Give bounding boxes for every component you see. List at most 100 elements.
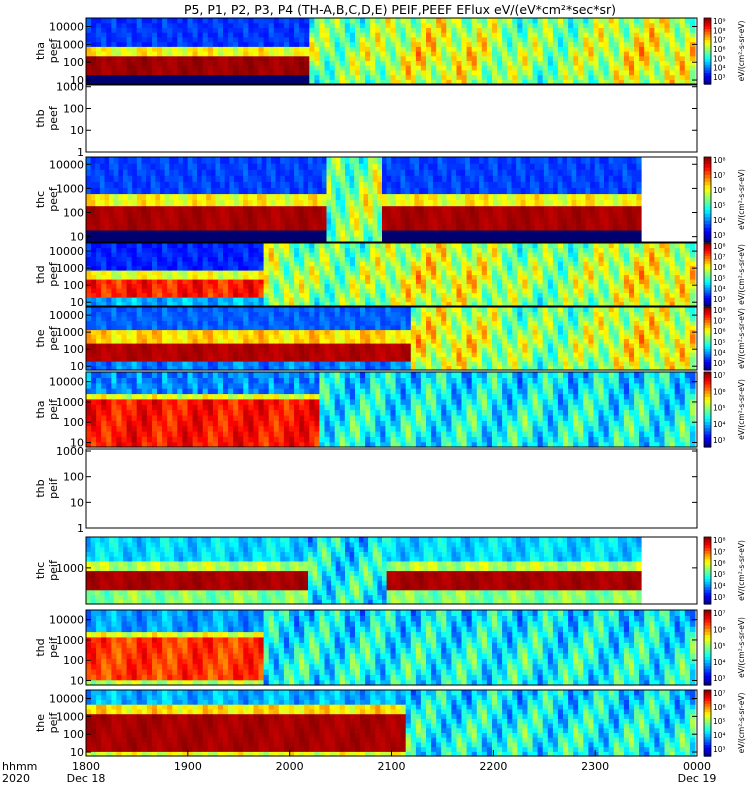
y-axis-thc-peif: 1000 — [56, 562, 697, 575]
spectrogram-the-peef — [86, 307, 696, 371]
panel-frame — [85, 306, 698, 371]
colorbar-tick-label: 10³ — [713, 73, 726, 82]
spectrogram-thd-peif — [86, 610, 696, 686]
panel-label-probe: thd — [34, 265, 47, 283]
y-tick-label: 1 — [77, 146, 84, 159]
y-tick-label: 1000 — [56, 326, 84, 339]
y-tick-label: 100 — [63, 343, 84, 356]
colorbar-thc-peif: 10⁸ 10⁷ 10⁶ 10⁵ 10⁴ 10³ eV/(cm²-s-sr-eV) — [703, 536, 746, 605]
x-tick-label: 2100 — [378, 760, 406, 773]
y-tick-label: 100 — [63, 207, 84, 220]
colorbar-tick-label: 10⁶ — [713, 263, 726, 272]
colorbar-tick-label: 10⁷ — [713, 317, 726, 326]
colorbar-thd-peif: 10⁷ 10⁶ 10⁵ 10⁴ 10³ eV/(cm²-s-sr-eV) — [703, 609, 746, 686]
colorbar-tick-label: 10⁸ — [713, 242, 726, 251]
colorbar-tick-label: 10⁷ — [713, 171, 726, 180]
y-axis-thb-peif: 1 10 100 1000 — [56, 445, 697, 535]
y-tick-label: 1000 — [56, 445, 84, 458]
y-tick-label: 1000 — [56, 710, 84, 723]
colorbar-tick-label: 10⁷ — [713, 253, 726, 262]
colorbar-tick-label: 10⁵ — [713, 570, 726, 579]
panel-frame — [85, 84, 698, 153]
colorbar-tick-label: 10⁵ — [713, 642, 726, 651]
colorbar-tick-label: 10⁴ — [713, 216, 726, 225]
x-tick-label: 1900 — [174, 760, 202, 773]
y-axis-thd-peef: 10 100 1000 10000 — [49, 245, 697, 309]
colorbar-tick-label: 10⁴ — [713, 582, 726, 591]
panel-label-probe: thc — [34, 562, 47, 579]
x-axis-date-end: Dec 19 — [678, 772, 717, 785]
y-tick-label: 1000 — [56, 182, 84, 195]
panel-frame — [85, 371, 698, 448]
panel-thb-peif: 1 10 100 1000 thb peif — [34, 445, 698, 535]
y-axis-tha-peif: 10 100 1000 10000 — [49, 376, 697, 450]
panel-thd-peif: 10⁷ 10⁶ 10⁵ 10⁴ 10³ eV/(cm²-s-sr-eV) 10 100 1000… — [34, 609, 746, 688]
y-tick-label: 10 — [70, 74, 84, 87]
y-tick-label: 10000 — [49, 376, 84, 389]
panel-label-probe: the — [34, 329, 47, 347]
y-tick-label: 100 — [63, 728, 84, 741]
colorbar-tick-label: 10³ — [713, 593, 726, 602]
spectrogram-thd-peef — [86, 243, 696, 307]
colorbar-unit-label: eV/(cm²-s-sr-eV) — [737, 693, 746, 754]
panel-label-product: peef — [47, 38, 60, 64]
colorbar-tick-label: 10⁶ — [713, 703, 726, 712]
colorbar-tick-label: 10⁸ — [713, 26, 726, 35]
y-axis-thc-peef: 10 100 1000 10000 — [49, 158, 697, 244]
panel-label-product: peif — [47, 559, 60, 581]
spectrogram-thc-peif — [86, 537, 642, 605]
colorbar-the-peif: 10⁷ 10⁶ 10⁵ 10⁴ 10³ eV/(cm²-s-sr-eV) — [703, 689, 746, 757]
colorbar-tick-label: 10⁴ — [713, 731, 726, 740]
colorbar-tick-label: 10⁶ — [713, 625, 726, 634]
panel-label-product: peif — [47, 636, 60, 658]
y-axis-thb-peef: 1 10 100 1000 — [56, 81, 697, 159]
panel-label-product: peef — [47, 186, 60, 212]
y-tick-label: 10000 — [49, 21, 84, 34]
panel-label-product: peef — [47, 261, 60, 287]
colorbar-tha-peif: 10⁷ 10⁶ 10⁵ 10⁴ 10³ eV/(cm²-s-sr-eV) — [703, 371, 746, 448]
colorbar-tick-label: 10³ — [713, 436, 726, 445]
colorbar-tick-label: 10³ — [713, 295, 726, 304]
colorbar-unit-label: eV/(cm²-s-sr-eV) — [737, 308, 746, 369]
panel-label-product: peef — [47, 105, 60, 131]
y-tick-label: 10 — [70, 296, 84, 309]
colorbar-tick-label: 10⁶ — [713, 387, 726, 396]
panel-label-product: peif — [47, 477, 60, 499]
y-tick-label: 10000 — [49, 614, 84, 627]
colorbar-tick-label: 10⁸ — [713, 156, 726, 165]
colorbar-tick-label: 10⁵ — [713, 274, 726, 283]
panel-label-probe: thd — [34, 638, 47, 656]
colorbar-unit-label: eV/(cm²-s-sr-eV) — [737, 244, 746, 305]
x-axis-date-start: Dec 18 — [67, 772, 106, 785]
colorbar-tick-label: 10⁵ — [713, 717, 726, 726]
y-axis-the-peef: 10 100 1000 10000 — [49, 309, 697, 373]
panel-label-product: peif — [47, 712, 60, 734]
colorbar-tick-label: 10³ — [713, 359, 726, 368]
y-tick-label: 100 — [63, 102, 84, 115]
colorbar-tick-label: 10⁴ — [713, 64, 726, 73]
colorbar-tick-label: 10⁷ — [713, 36, 726, 45]
panel-frame — [85, 17, 698, 85]
spectrogram-tha-peif — [86, 372, 696, 448]
colorbar-tick-label: 10⁴ — [713, 420, 726, 429]
colorbar-tick-label: 10³ — [713, 674, 726, 683]
colorbar-thc-peef: 10⁸ 10⁷ 10⁶ 10⁵ 10⁴ 10³ eV/(cm²-s-sr-eV) — [703, 156, 746, 243]
y-tick-label: 1000 — [56, 262, 84, 275]
spectrogram-thc-peef — [86, 157, 642, 243]
colorbar-tick-label: 10⁵ — [713, 404, 726, 413]
panel-frame — [85, 156, 698, 243]
y-tick-label: 1 — [77, 522, 84, 535]
spectrogram-the-peif — [86, 690, 696, 757]
colorbar-tick-label: 10⁴ — [713, 284, 726, 293]
chart-title: P5, P1, P2, P3, P4 (TH-A,B,C,D,E) PEIF,P… — [184, 2, 616, 17]
y-tick-label: 10000 — [49, 309, 84, 322]
colorbar-unit-label: eV/(cm²-s-sr-eV) — [737, 379, 746, 440]
y-tick-label: 10 — [70, 746, 84, 759]
colorbar-tick-label: 10³ — [713, 745, 726, 754]
